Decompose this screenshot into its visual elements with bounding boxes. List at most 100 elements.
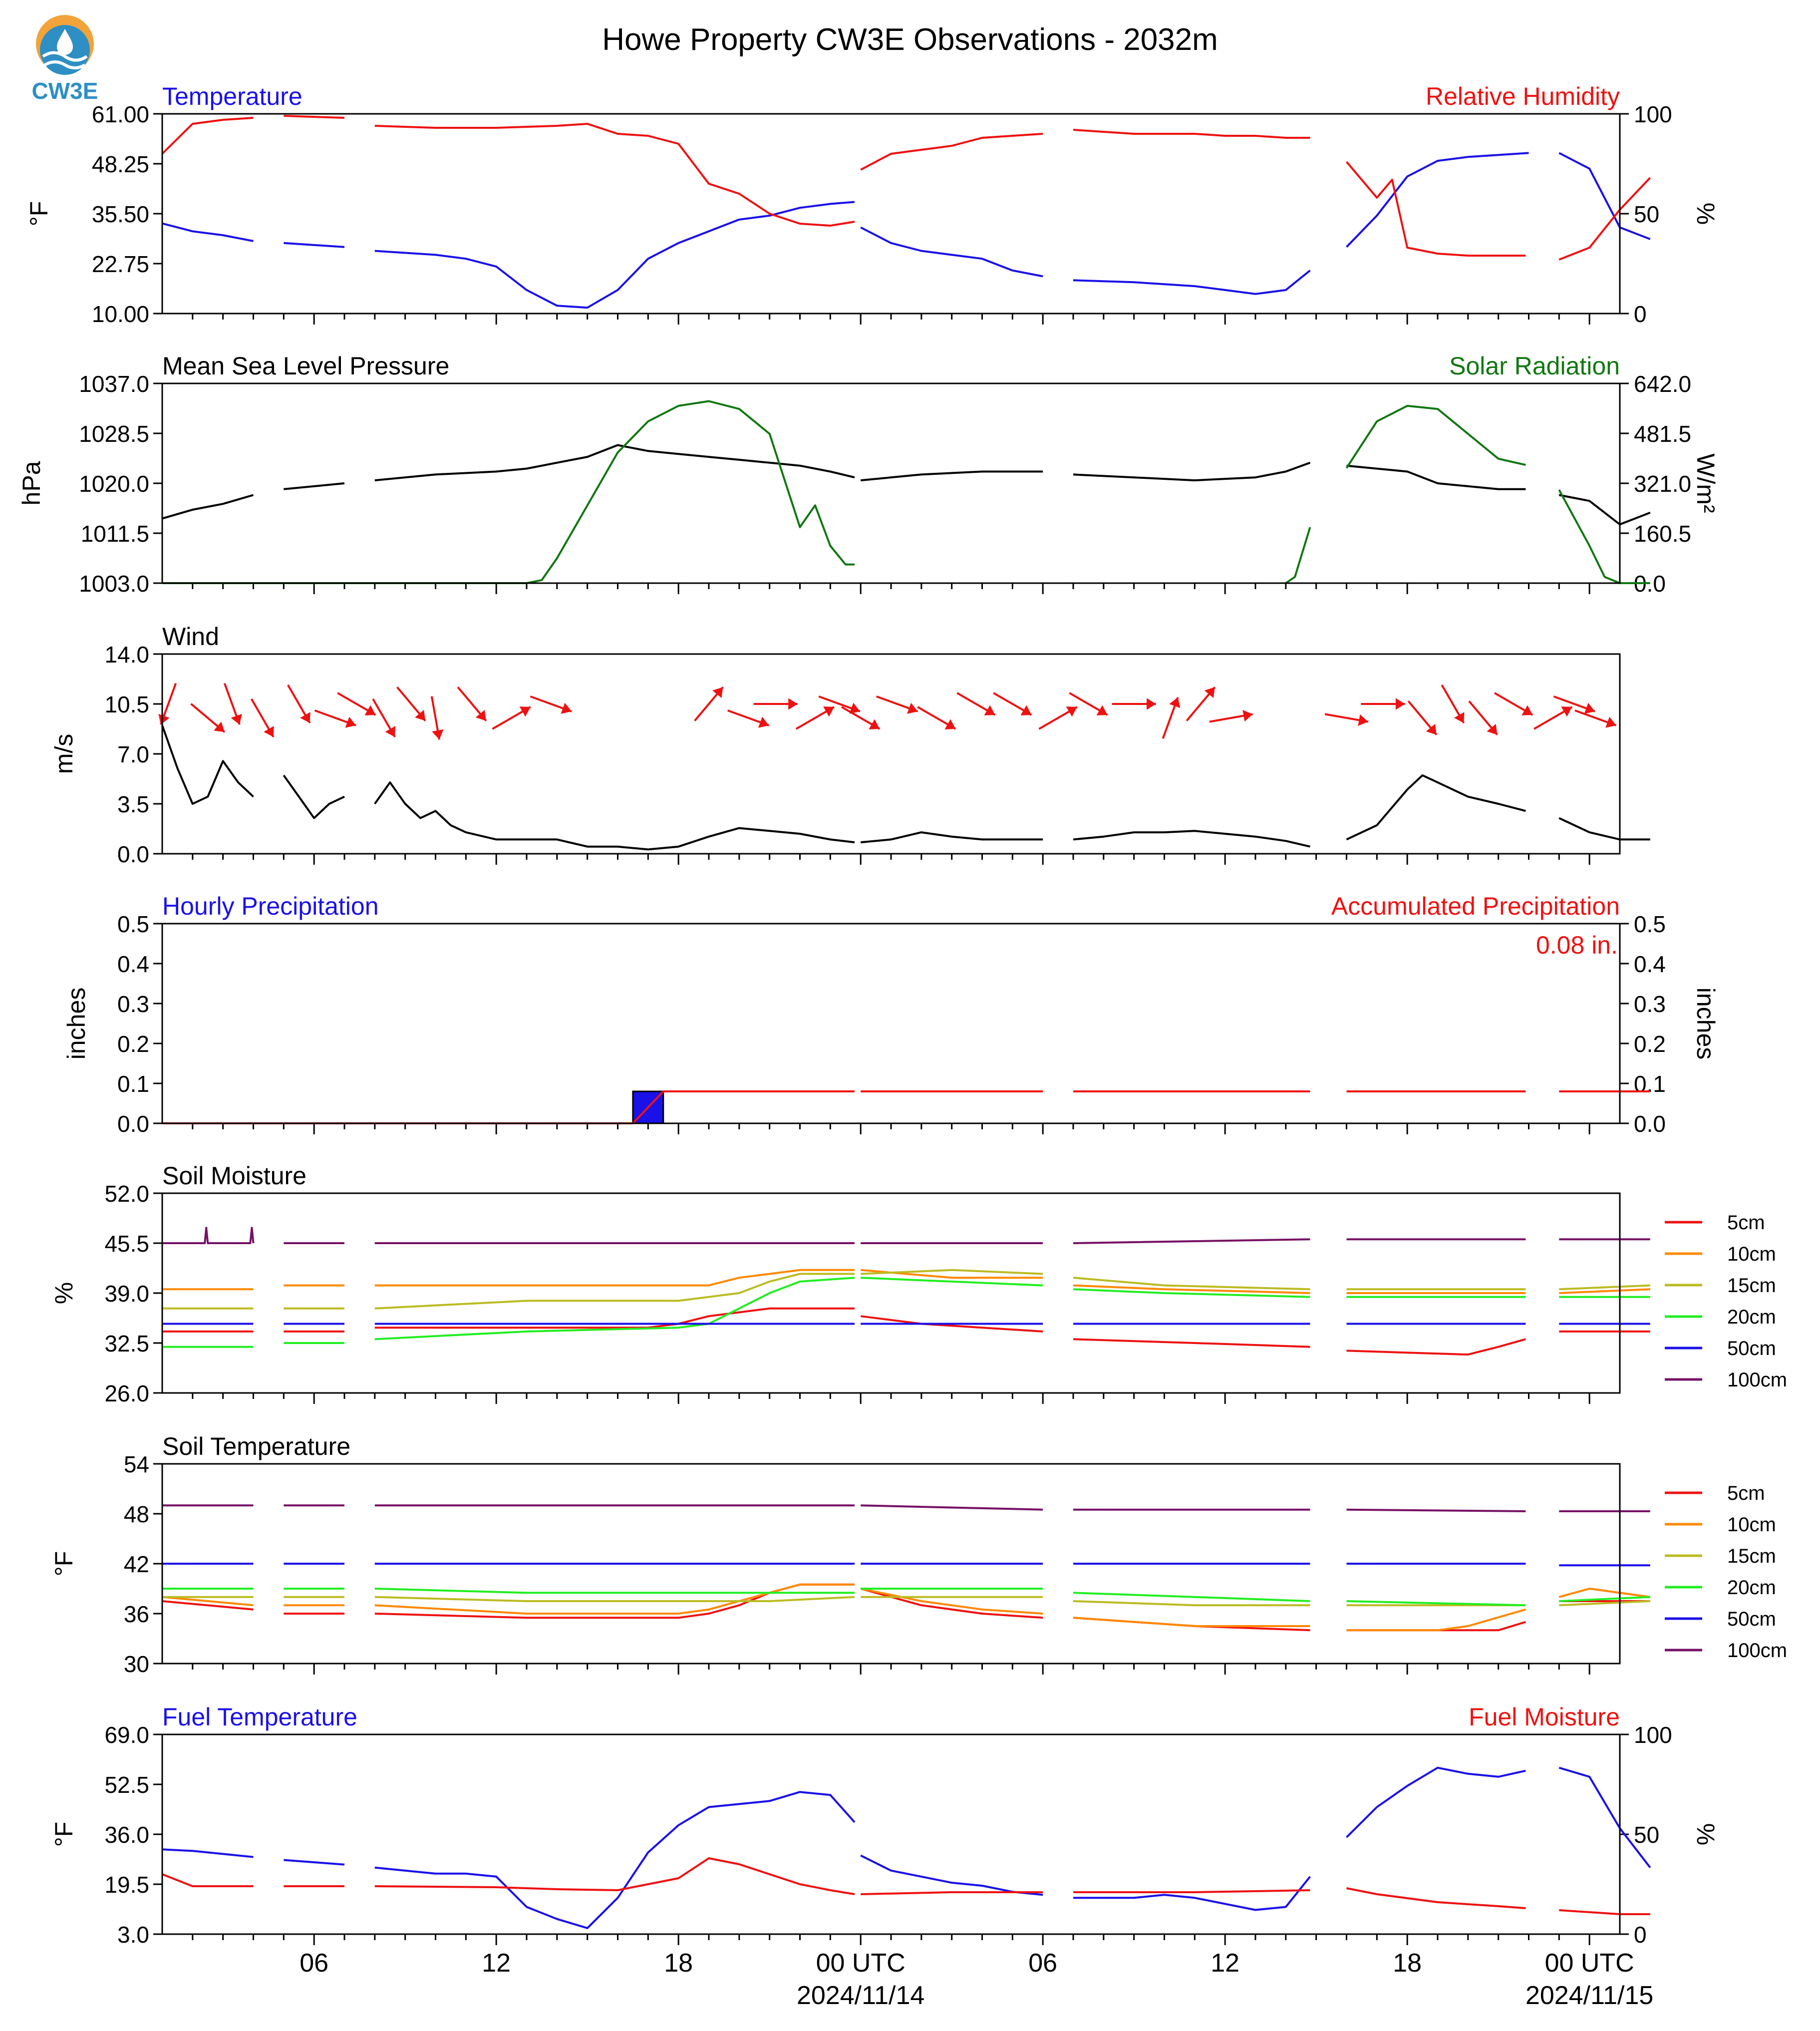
wind-arrow-head bbox=[1584, 702, 1595, 714]
x-tick-label: 12 bbox=[1211, 1949, 1239, 1978]
y-tick-label: 52.0 bbox=[104, 1181, 149, 1207]
wind-arrow-head bbox=[1147, 698, 1156, 710]
legend-label: 5cm bbox=[1727, 1482, 1765, 1504]
panel-title-left: Mean Sea Level Pressure bbox=[162, 352, 449, 380]
panel-title-right: Solar Radiation bbox=[1449, 352, 1620, 380]
wind-arrow-head bbox=[1426, 723, 1437, 735]
series-line-temperature bbox=[162, 152, 1651, 309]
wind-arrow-head bbox=[1242, 709, 1253, 722]
y-tick-label: 7.0 bbox=[117, 741, 149, 767]
wind-arrow-head bbox=[475, 709, 486, 721]
y-tick-label: 30 bbox=[124, 1651, 149, 1677]
wind-arrow-head bbox=[1096, 705, 1108, 715]
y-tick-label: 54 bbox=[124, 1451, 149, 1477]
wind-arrow bbox=[1069, 692, 1108, 716]
legend-label: 20cm bbox=[1727, 1306, 1776, 1328]
y-tick-label: 39.0 bbox=[104, 1281, 149, 1307]
wind-arrow bbox=[1186, 686, 1216, 721]
series-line-20cm bbox=[162, 1588, 1650, 1607]
wind-arrow bbox=[1038, 706, 1078, 730]
wind-arrow-head bbox=[1521, 705, 1533, 715]
y-tick-label: 0.3 bbox=[117, 991, 149, 1017]
y-tick-label: 0.1 bbox=[117, 1071, 149, 1097]
y-tick-label: 0.2 bbox=[117, 1031, 149, 1057]
y-tick-label: 32.5 bbox=[104, 1331, 149, 1356]
wind-arrow bbox=[1407, 700, 1438, 735]
panel-soil-temp: 30 36 42 48 54 Soil Temperature °F 5cm 10cm 15cm 2… bbox=[50, 1432, 1787, 1677]
logo-wave-icon bbox=[44, 60, 86, 69]
legend-label: 50cm bbox=[1727, 1338, 1776, 1359]
series-line-accumulated-precipitation bbox=[162, 1090, 1650, 1124]
precip-total-annotation: 0.08 in. bbox=[1536, 931, 1618, 959]
wind-arrow-head bbox=[264, 726, 274, 737]
x-tick-label: 00 UTC bbox=[816, 1949, 906, 1978]
wind-arrow bbox=[876, 695, 918, 714]
wind-arrow bbox=[1553, 695, 1595, 714]
y-tick-label-right: 100 bbox=[1634, 101, 1672, 127]
legend: 5cm 10cm 15cm 20cm 50cm 100cm bbox=[1665, 1212, 1787, 1391]
series-line-relative-humidity bbox=[161, 115, 1651, 261]
wind-arrow-head bbox=[1020, 705, 1032, 715]
x-date-label: 2024/11/14 bbox=[797, 1981, 924, 2010]
legend-label: 10cm bbox=[1727, 1243, 1776, 1265]
y-tick-label: 61.00 bbox=[92, 101, 149, 127]
legend-label: 10cm bbox=[1727, 1514, 1776, 1536]
wind-arrow bbox=[841, 706, 881, 730]
y-axis-label-right: % bbox=[1692, 203, 1720, 225]
y-tick-label: 10.00 bbox=[92, 301, 149, 327]
wind-arrow-head bbox=[1561, 706, 1572, 717]
panel-title-left: Temperature bbox=[162, 82, 303, 110]
wind-arrow bbox=[818, 695, 861, 714]
wind-arrow-head bbox=[1204, 687, 1215, 698]
series-line-10cm bbox=[162, 1583, 1651, 1632]
panel-frame bbox=[161, 1192, 1621, 1394]
y-tick-label: 36.0 bbox=[104, 1822, 149, 1848]
panel-precip: 0.0 0.1 0.2 0.3 0.4 0.5 0.0 0.1 0.2 0.3 0.4 0.5 Hour… bbox=[62, 892, 1720, 1137]
x-tick-label: 12 bbox=[482, 1949, 511, 1978]
wind-arrow bbox=[396, 686, 426, 721]
legend-label: 100cm bbox=[1727, 1369, 1787, 1391]
series-line-100cm bbox=[162, 1227, 1650, 1244]
panel-title-right: Relative Humidity bbox=[1426, 82, 1620, 110]
panel-frame bbox=[161, 1733, 1621, 1935]
y-tick-label: 52.5 bbox=[104, 1772, 149, 1798]
wind-arrow-head bbox=[300, 712, 310, 723]
wind-arrow bbox=[223, 682, 242, 725]
series-line-wind bbox=[161, 725, 1650, 851]
wind-arrow bbox=[1324, 713, 1369, 726]
y-tick-label: 10.5 bbox=[104, 691, 149, 717]
wind-arrow bbox=[1574, 709, 1617, 728]
wind-arrow-head bbox=[1454, 712, 1465, 723]
x-tick-label: 18 bbox=[1393, 1949, 1422, 1978]
legend-label: 5cm bbox=[1727, 1212, 1765, 1234]
wind-arrow-head bbox=[849, 702, 860, 714]
wind-arrow bbox=[1468, 700, 1499, 735]
wind-arrow-head bbox=[364, 705, 376, 715]
wind-arrow bbox=[190, 703, 226, 733]
page-title: Howe Property CW3E Observations - 2032m bbox=[602, 22, 1218, 57]
y-tick-label-right: 0 bbox=[1634, 301, 1647, 327]
wind-arrow-head bbox=[561, 702, 572, 714]
wind-arrow-head bbox=[519, 706, 531, 717]
wind-arrow-head bbox=[214, 721, 225, 732]
series-line-5cm bbox=[162, 1307, 1650, 1356]
x-tick-label: 06 bbox=[300, 1949, 328, 1978]
y-tick-label: 1028.5 bbox=[79, 421, 149, 447]
legend-label: 15cm bbox=[1727, 1275, 1776, 1297]
y-tick-label-right: 0.5 bbox=[1634, 911, 1666, 937]
wind-arrow-head bbox=[869, 719, 880, 729]
y-tick-label: 19.5 bbox=[104, 1872, 149, 1898]
y-axis-label: % bbox=[50, 1282, 78, 1304]
panel-frame bbox=[161, 923, 1621, 1124]
series-line-100cm bbox=[162, 1504, 1650, 1512]
wind-arrow-head bbox=[1395, 698, 1405, 710]
wind-arrow-head bbox=[944, 719, 956, 729]
y-tick-label: 36 bbox=[124, 1601, 149, 1627]
y-axis-label-right: W/m² bbox=[1692, 453, 1720, 513]
wind-arrow bbox=[337, 692, 376, 716]
y-tick-label: 48.25 bbox=[92, 151, 149, 177]
y-tick-label-right: 50 bbox=[1634, 1822, 1659, 1848]
y-axis-label: inches bbox=[62, 988, 90, 1060]
x-tick-label: 18 bbox=[664, 1949, 693, 1978]
